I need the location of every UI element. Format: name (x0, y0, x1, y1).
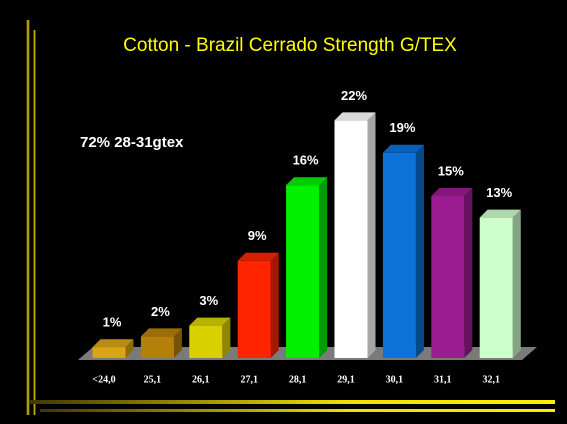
bar (140, 336, 174, 358)
x-tick-label: 25,1 (144, 374, 162, 385)
bar (479, 217, 513, 358)
value-label: 13% (486, 185, 512, 200)
value-label: 9% (248, 228, 267, 243)
bar-side (319, 177, 328, 358)
bar-top-shade (286, 177, 328, 186)
bar-top-shade (382, 144, 424, 153)
value-label: 15% (438, 163, 464, 178)
bar-top-shade (237, 252, 279, 261)
bar (431, 196, 465, 358)
bar-top-shade (479, 209, 521, 218)
bar-side-shade (270, 252, 279, 358)
x-tick-label: 32,1 (482, 374, 500, 385)
bar-side (367, 112, 376, 359)
x-tick-label: 27,1 (240, 374, 258, 385)
chart-title: Cotton - Brazil Cerrado Strength G/TEX (123, 35, 457, 56)
bar-side (125, 339, 134, 358)
value-label: 2% (151, 304, 170, 319)
bar-top-shade (189, 317, 231, 326)
decor-line (30, 400, 555, 404)
bar-top (286, 177, 328, 186)
bar-top-shade (140, 328, 182, 337)
bar-side (173, 328, 182, 358)
decor-line (26, 20, 30, 415)
bar (189, 325, 223, 358)
bar-side-shade (464, 188, 473, 358)
bar-top (189, 317, 231, 326)
bar-top (140, 328, 182, 337)
bar-side (512, 209, 521, 358)
bar (92, 347, 126, 358)
bar-side-shade (173, 328, 182, 358)
x-tick-label: 30,1 (386, 374, 404, 385)
bar-side-shade (415, 144, 424, 358)
value-label: 22% (341, 88, 367, 103)
value-label: 3% (199, 293, 218, 308)
bar-side (415, 144, 424, 358)
bar-side-shade (367, 112, 376, 359)
bar-side (270, 252, 279, 358)
bar-side-shade (125, 339, 134, 358)
bar-side-shade (222, 317, 231, 358)
bar-side (222, 317, 231, 358)
bar (286, 185, 320, 358)
x-tick-label: <24,0 (92, 374, 115, 385)
bar-top (382, 144, 424, 153)
bar-top (92, 339, 134, 348)
bar-side (464, 188, 473, 358)
decor-line (40, 409, 555, 412)
bar-side-shade (319, 177, 328, 358)
bar-top-shade (334, 112, 376, 121)
x-tick-label: 29,1 (337, 374, 355, 385)
value-label: 16% (293, 153, 319, 168)
bar-top-shade (92, 339, 134, 348)
bar-top (479, 209, 521, 218)
bar-top (431, 188, 473, 196)
value-label: 1% (103, 315, 122, 330)
bar-top (334, 112, 376, 121)
bar-side-shade (512, 209, 521, 358)
annotation: 72% 28-31gtex (80, 134, 184, 151)
decor-line (33, 30, 36, 415)
value-label: 19% (389, 120, 415, 135)
x-tick-label: 28,1 (289, 374, 307, 385)
bar (382, 152, 416, 358)
bar-top (237, 252, 279, 261)
bar-top-shade (431, 188, 473, 196)
bar (334, 120, 368, 359)
x-tick-label: 26,1 (192, 374, 210, 385)
bar (237, 260, 271, 358)
x-tick-label: 31,1 (434, 374, 452, 385)
